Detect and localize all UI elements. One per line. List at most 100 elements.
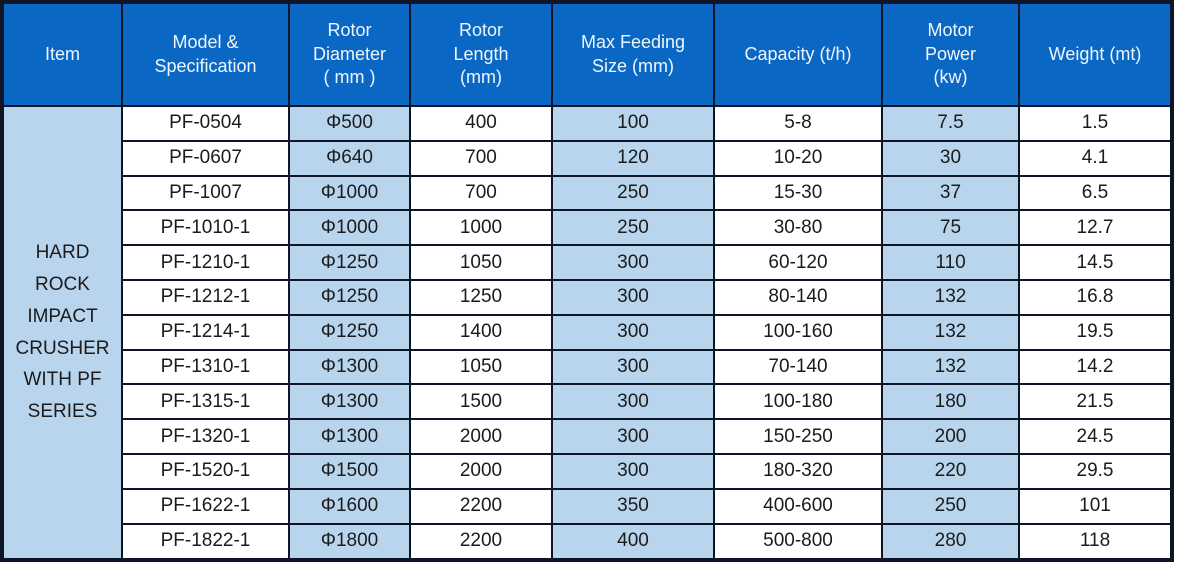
cell-model: PF-1622-1: [121, 487, 290, 525]
cell-rotor-diameter: Φ1600: [288, 487, 411, 525]
table-row: HARD ROCK IMPACT CRUSHER WITH PF SERIES P…: [1, 105, 1173, 561]
cell-max-feeding-size: 300: [551, 452, 715, 490]
cell-rotor-length: 2000: [409, 452, 553, 490]
table-row: PF-1212-1 Φ1250 1250 300 80-140 132 16.8: [2, 278, 1173, 316]
cell-model: PF-1007: [121, 174, 290, 212]
cell-capacity: 60-120: [713, 244, 883, 281]
cell-rotor-diameter: Φ1250: [288, 278, 411, 316]
cell-weight: 118: [1018, 522, 1173, 562]
cell-motor-power: 220: [881, 452, 1020, 490]
cell-max-feeding-size: 100: [551, 105, 715, 142]
col-header-rotor-length: Rotor Length (mm): [409, 1, 553, 107]
cell-capacity: 400-600: [713, 487, 883, 525]
cell-model: PF-0504: [121, 105, 290, 142]
header-row: Item Model & Specification Rotor Diamete…: [1, 1, 1173, 107]
cell-rotor-length: 2000: [409, 418, 553, 455]
cell-capacity: 100-180: [713, 383, 883, 421]
table-row: PF-1822-1 Φ1800 2200 400 500-800 280 118: [2, 522, 1173, 562]
cell-rotor-length: 2200: [409, 522, 553, 562]
item-group-cell: HARD ROCK IMPACT CRUSHER WITH PF SERIES: [1, 105, 123, 561]
table-header: Item Model & Specification Rotor Diamete…: [1, 1, 1173, 107]
cell-rotor-length: 2200: [409, 487, 553, 525]
cell-model: PF-1822-1: [121, 522, 290, 562]
col-header-motor-power: Motor Power (kw): [881, 1, 1020, 107]
cell-motor-power: 280: [881, 522, 1020, 562]
cell-motor-power: 200: [881, 418, 1020, 455]
cell-capacity: 100-160: [713, 313, 883, 351]
table-row: PF-0607 Φ640 700 120 10-20 30 4.1: [2, 139, 1173, 177]
table-row: PF-1310-1 Φ1300 1050 300 70-140 132 14.2: [2, 348, 1173, 386]
cell-motor-power: 132: [881, 348, 1020, 386]
cell-max-feeding-size: 250: [551, 174, 715, 212]
cell-weight: 6.5: [1018, 174, 1173, 212]
cell-rotor-length: 1250: [409, 278, 553, 316]
cell-model: PF-1010-1: [121, 209, 290, 247]
table-row: PF-1320-1 Φ1300 2000 300 150-250 200 24.5: [2, 418, 1173, 455]
cell-model: PF-1212-1: [121, 278, 290, 316]
cell-rotor-length: 1000: [409, 209, 553, 247]
cell-max-feeding-size: 300: [551, 278, 715, 316]
table-row: PF-1315-1 Φ1300 1500 300 100-180 180 21.5: [2, 383, 1173, 421]
cell-rotor-diameter: Φ1000: [288, 174, 411, 212]
cell-capacity: 180-320: [713, 452, 883, 490]
cell-capacity: 5-8: [713, 105, 883, 142]
cell-max-feeding-size: 250: [551, 209, 715, 247]
cell-motor-power: 132: [881, 313, 1020, 351]
cell-max-feeding-size: 400: [551, 522, 715, 562]
cell-capacity: 80-140: [713, 278, 883, 316]
cell-model: PF-1214-1: [121, 313, 290, 351]
cell-rotor-diameter: Φ1800: [288, 522, 411, 562]
cell-rotor-length: 400: [409, 105, 553, 142]
cell-capacity: 15-30: [713, 174, 883, 212]
cell-rotor-diameter: Φ1300: [288, 383, 411, 421]
cell-max-feeding-size: 300: [551, 383, 715, 421]
table-row: PF-1622-1 Φ1600 2200 350 400-600 250 101: [2, 487, 1173, 525]
cell-motor-power: 250: [881, 487, 1020, 525]
col-header-weight: Weight (mt): [1018, 1, 1173, 107]
cell-weight: 14.5: [1018, 244, 1173, 281]
cell-max-feeding-size: 300: [551, 244, 715, 281]
cell-rotor-diameter: Φ1500: [288, 452, 411, 490]
cell-capacity: 70-140: [713, 348, 883, 386]
cell-max-feeding-size: 300: [551, 313, 715, 351]
cell-weight: 12.7: [1018, 209, 1173, 247]
table-row: PF-1214-1 Φ1250 1400 300 100-160 132 19.5: [2, 313, 1173, 351]
table-row: PF-1010-1 Φ1000 1000 250 30-80 75 12.7: [2, 209, 1173, 247]
cell-model: PF-1315-1: [121, 383, 290, 421]
cell-weight: 101: [1018, 487, 1173, 525]
table-row: PF-1007 Φ1000 700 250 15-30 37 6.5: [2, 174, 1173, 212]
cell-model: PF-1210-1: [121, 244, 290, 281]
cell-max-feeding-size: 300: [551, 418, 715, 455]
cell-rotor-length: 700: [409, 174, 553, 212]
cell-rotor-length: 1500: [409, 383, 553, 421]
cell-rotor-length: 1050: [409, 244, 553, 281]
col-header-capacity: Capacity (t/h): [713, 1, 883, 107]
cell-model: PF-1310-1: [121, 348, 290, 386]
cell-rotor-diameter: Φ1300: [288, 348, 411, 386]
cell-weight: 24.5: [1018, 418, 1173, 455]
cell-weight: 16.8: [1018, 278, 1173, 316]
cell-model: PF-0607: [121, 139, 290, 177]
col-header-max-feeding-size: Max Feeding Size (mm): [551, 1, 715, 107]
cell-weight: 19.5: [1018, 313, 1173, 351]
cell-capacity: 30-80: [713, 209, 883, 247]
cell-weight: 1.5: [1018, 105, 1173, 142]
cell-weight: 21.5: [1018, 383, 1173, 421]
cell-max-feeding-size: 120: [551, 139, 715, 177]
cell-weight: 4.1: [1018, 139, 1173, 177]
col-header-item: Item: [1, 1, 123, 107]
cell-motor-power: 132: [881, 278, 1020, 316]
cell-rotor-diameter: Φ1250: [288, 244, 411, 281]
cell-model: PF-1320-1: [121, 418, 290, 455]
cell-max-feeding-size: 300: [551, 348, 715, 386]
cell-motor-power: 7.5: [881, 105, 1020, 142]
cell-motor-power: 75: [881, 209, 1020, 247]
cell-capacity: 150-250: [713, 418, 883, 455]
cell-rotor-diameter: Φ640: [288, 139, 411, 177]
col-header-model: Model & Specification: [121, 1, 290, 107]
cell-weight: 14.2: [1018, 348, 1173, 386]
cell-capacity: 500-800: [713, 522, 883, 562]
cell-rotor-diameter: Φ1250: [288, 313, 411, 351]
